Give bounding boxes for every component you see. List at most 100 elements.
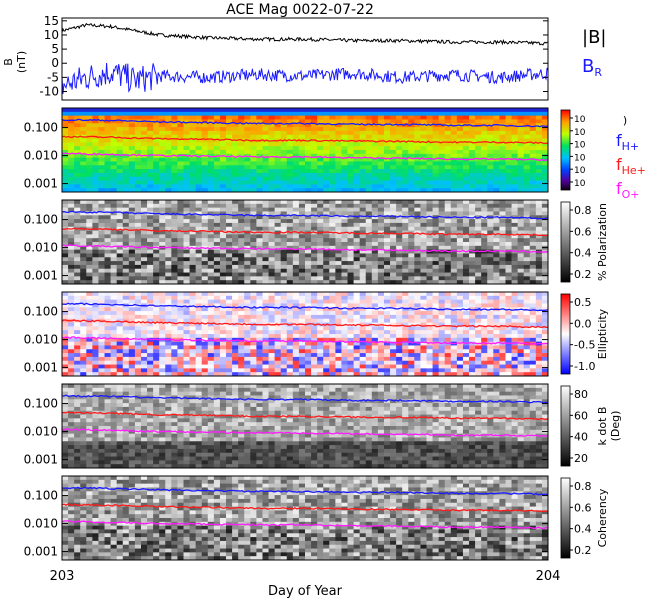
chart-title: ACE Mag 0022-07-22 <box>226 2 374 18</box>
y-tick-label: 0.100 <box>24 489 58 503</box>
colorbar-label-2-kdotB: (Deg) <box>609 411 622 442</box>
y-tick-label: 0.001 <box>24 545 58 559</box>
gyro-line-Oplus-panel-1 <box>61 152 549 162</box>
colorbar-label-ellipticity: Ellipticity <box>596 308 609 359</box>
colorbar-label-coherency: Coherency <box>596 488 609 547</box>
colorbar-tick-label: 10 <box>574 115 586 125</box>
x-tick-end: 204 <box>536 569 561 584</box>
colorbar-tick-label: 0.8 <box>574 204 592 217</box>
spectrogram-polarization <box>62 200 549 285</box>
gyro-line-Oplus-panel-3 <box>61 336 549 345</box>
y-tick-label: -10 <box>39 85 59 99</box>
frames-layer <box>61 17 573 561</box>
legend-f-symbol: f <box>616 179 622 198</box>
legend-b-total: |B| <box>582 27 606 48</box>
colorbar-ellipticity <box>560 293 571 375</box>
y-tick-label: 0.010 <box>24 425 58 439</box>
spectrogram-kdotB <box>62 384 549 469</box>
y-tick-label: 0.001 <box>24 453 58 467</box>
colorbar-tick-label: 20 <box>574 452 588 465</box>
colorbar-tick-label: 10 <box>574 166 586 176</box>
x-tick-start: 203 <box>50 569 75 584</box>
y-tick-label: 0 <box>51 56 59 70</box>
gyro-line-Heplus-panel-4 <box>61 411 549 421</box>
panel-frame-power <box>61 107 549 193</box>
gyro-line-Oplus-panel-2 <box>62 244 549 253</box>
gyro-line-Hplus-panel-4 <box>61 394 549 404</box>
colorbar-tick-label: -0.5 <box>574 339 595 352</box>
colorbar-tick-label: 0.6 <box>574 225 592 238</box>
gyro-line-Oplus-panel-5 <box>61 520 549 530</box>
panel-frame-coherency <box>61 475 549 561</box>
legend-f-symbol: f <box>616 131 622 150</box>
gyro-line-Hplus-panel-2 <box>61 210 549 220</box>
legend-b-r-sub: R <box>594 66 602 79</box>
y-tick-label: 0.010 <box>24 517 58 531</box>
colorbar-label-polarization: % Polarization <box>596 203 609 281</box>
gyro-line-Hplus-panel-1 <box>61 118 549 128</box>
y-tick-label: 0.100 <box>24 397 58 411</box>
gyro-line-Heplus-panel-5 <box>61 503 549 513</box>
colorbar-tick-label: -1.0 <box>574 360 595 373</box>
spectrogram-layer <box>62 108 549 561</box>
legend-b-r: BR <box>582 56 602 79</box>
colorbar-tick-label: 10 <box>574 153 586 163</box>
colorbar-tick-label: 0.4 <box>574 523 592 536</box>
y-tick-label: -5 <box>47 70 59 84</box>
colorbar-tick-label: 0.5 <box>574 296 592 309</box>
colorbar-tick-label: 0.2 <box>574 544 592 557</box>
y-tick-label: 0.100 <box>24 213 58 227</box>
colorbar-polarization <box>560 201 571 283</box>
y-axis-label-b: B <box>2 58 15 66</box>
y-axis-label-b-unit: (nT) <box>15 51 28 73</box>
y-tick-label: 0.001 <box>24 269 58 283</box>
legend-f-symbol: f <box>616 155 622 174</box>
x-axis-label: Day of Year <box>268 584 343 599</box>
panel-frame-b <box>61 17 549 101</box>
colorbar-tick-label: 0.0 <box>574 317 592 330</box>
gyro-line-Hplus-panel-3 <box>61 302 549 312</box>
colorbar-tick-label: 0.6 <box>574 501 592 514</box>
gyro-line-Hplus-panel-5 <box>61 486 549 496</box>
legend-f-Hplus: fH+ <box>616 131 639 153</box>
lines-layer <box>61 22 549 530</box>
series-line-b-total <box>61 22 548 46</box>
colorbar-tick-label: 10 <box>574 141 586 151</box>
y-tick-label: 0.001 <box>24 361 58 375</box>
legend-f-Oplus: fO+ <box>616 179 640 201</box>
legend-f-sub: He+ <box>622 164 646 177</box>
y-tick-label: 0.100 <box>24 305 58 319</box>
y-tick-label: 0.010 <box>24 149 58 163</box>
y-tick-label: 0.010 <box>24 333 58 347</box>
y-tick-label: 5 <box>51 42 59 56</box>
colorbar-label-power: ) <box>623 114 627 127</box>
colorbar-label-kdotB: k dot B <box>596 407 609 446</box>
panel-frame-polarization <box>61 199 549 285</box>
colorbar-power <box>560 109 571 191</box>
y-tick-label: 0.100 <box>24 121 58 135</box>
spectrogram-power <box>62 108 549 193</box>
gyro-line-Heplus-panel-2 <box>61 227 549 237</box>
y-tick-label: 10 <box>44 28 59 42</box>
spectrogram-coherency <box>62 476 549 561</box>
legend-b-r-main: B <box>582 56 594 77</box>
legend-f-sub: O+ <box>622 188 640 201</box>
y-tick-label: 15 <box>44 14 59 28</box>
colorbar-tick-label: 0.4 <box>574 247 592 260</box>
y-tick-label: 0.001 <box>24 177 58 191</box>
y-tick-label: 0.010 <box>24 241 58 255</box>
panel-frame-ellipticity <box>61 291 549 377</box>
colorbar-kdotB <box>560 385 571 467</box>
gyro-line-Oplus-panel-4 <box>61 428 549 437</box>
colorbar-tick-label: 10 <box>574 128 586 138</box>
colorbar-tick-label: 80 <box>574 388 588 401</box>
series-line-b-r <box>61 62 549 94</box>
colorbar-tick-label: 0.8 <box>574 480 592 493</box>
gyro-line-Heplus-panel-3 <box>61 319 548 329</box>
colorbar-tick-label: 0.2 <box>574 268 592 281</box>
colorbar-tick-label: 40 <box>574 431 588 444</box>
colorbar-tick-label: 10 <box>574 179 586 189</box>
legend-f-Heplus: fHe+ <box>616 155 646 177</box>
